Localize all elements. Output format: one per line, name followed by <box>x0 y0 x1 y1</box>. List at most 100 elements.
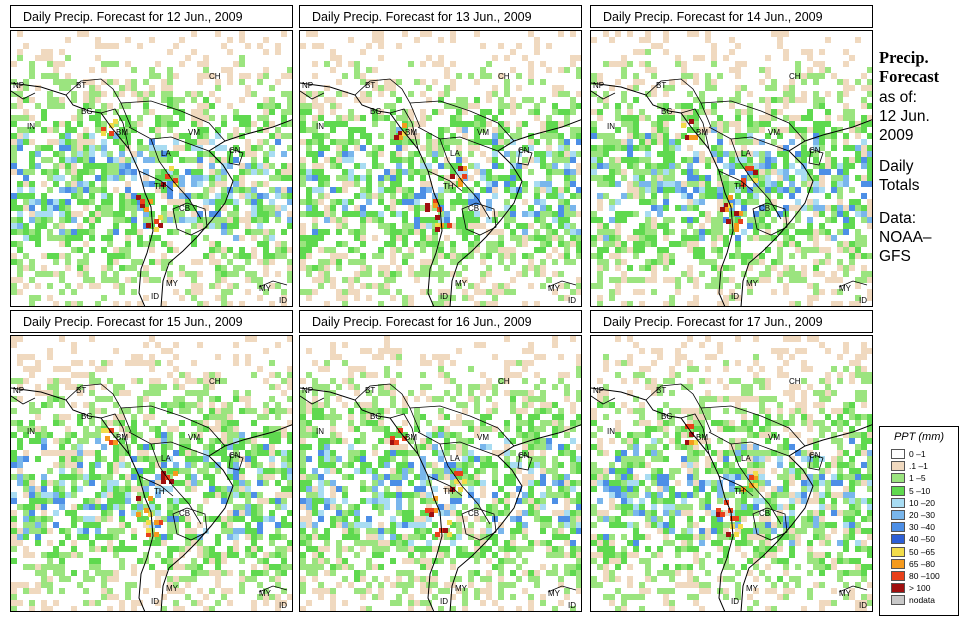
precip-cell <box>552 91 558 97</box>
precip-cell <box>378 253 384 259</box>
precip-cell <box>492 151 498 157</box>
precip-cell <box>414 408 420 414</box>
precip-cell <box>173 289 179 295</box>
precip-cell <box>552 426 558 432</box>
precip-cell <box>366 217 372 223</box>
precip-cell <box>819 121 825 127</box>
precip-cell <box>498 163 504 169</box>
precip-cell <box>173 522 179 528</box>
precip-cell <box>366 295 372 301</box>
precip-cell <box>155 175 161 181</box>
precip-cell <box>597 223 603 229</box>
precip-cell <box>504 139 510 145</box>
precip-cell <box>765 115 771 121</box>
precip-cell <box>53 121 59 127</box>
precip-cell <box>366 139 372 145</box>
precip-cell <box>723 241 729 247</box>
precip-cell <box>257 504 263 510</box>
precip-cell <box>131 528 137 534</box>
precip-cell <box>245 552 251 558</box>
precip-cell <box>215 79 221 85</box>
precip-cell <box>591 157 597 163</box>
precip-cell <box>227 73 233 79</box>
precip-cell <box>11 558 17 564</box>
precip-cell <box>23 522 29 528</box>
precip-cell <box>83 372 89 378</box>
precip-cell <box>53 271 59 277</box>
precip-cell <box>777 271 783 277</box>
precip-cell <box>149 247 155 253</box>
precip-cell <box>396 115 402 121</box>
precip-cell <box>552 187 558 193</box>
precip-cell <box>287 480 292 486</box>
precip-cell <box>23 474 29 480</box>
precip-cell <box>209 570 215 576</box>
precip-cell <box>233 145 239 151</box>
precip-cell <box>741 139 747 145</box>
precip-cell <box>693 175 699 181</box>
precip-cell <box>687 241 693 247</box>
precip-cell <box>639 157 645 163</box>
precip-cell <box>173 450 179 456</box>
precip-cell <box>47 402 53 408</box>
precip-cell <box>348 277 354 283</box>
precip-cell <box>663 199 669 205</box>
precip-cell <box>558 193 564 199</box>
precip-cell <box>65 79 71 85</box>
precip-cell <box>342 169 348 175</box>
precip-cell <box>384 390 390 396</box>
precip-cell <box>717 181 723 187</box>
precip-cell <box>522 223 528 229</box>
precip-cell <box>462 133 468 139</box>
precip-cell <box>360 127 366 133</box>
precip-cell <box>711 277 717 283</box>
precip-cell-heavy <box>136 512 141 517</box>
precip-cell <box>35 438 41 444</box>
precip-cell <box>408 390 414 396</box>
precip-cell <box>203 420 209 426</box>
precip-cell <box>771 157 777 163</box>
precip-cell <box>354 67 360 73</box>
precip-cell <box>663 205 669 211</box>
precip-cell <box>167 97 173 103</box>
precip-cell <box>729 295 735 301</box>
precip-cell <box>336 121 342 127</box>
precip-cell <box>312 169 318 175</box>
precip-cell <box>203 558 209 564</box>
precip-cell <box>155 486 161 492</box>
precip-cell <box>378 283 384 289</box>
precip-cell <box>663 121 669 127</box>
precip-cell <box>444 175 450 181</box>
precip-cell <box>402 211 408 217</box>
precip-cell <box>597 157 603 163</box>
precip-cell <box>516 163 522 169</box>
precip-cell-heavy <box>173 471 178 476</box>
precip-cell <box>486 199 492 205</box>
precip-cell <box>426 139 432 145</box>
precip-cell <box>627 151 633 157</box>
precip-cell <box>281 301 287 306</box>
precip-cell <box>143 420 149 426</box>
precip-cell <box>516 223 522 229</box>
precip-cell <box>516 43 522 49</box>
precip-cell <box>324 366 330 372</box>
precip-cell <box>576 187 581 193</box>
precip-cell <box>149 354 155 360</box>
precip-cell <box>233 462 239 468</box>
precip-cell <box>95 546 101 552</box>
precip-cell <box>35 235 41 241</box>
precip-cell <box>71 546 77 552</box>
precip-cell <box>330 205 336 211</box>
precip-cell <box>41 492 47 498</box>
precip-cell <box>711 223 717 229</box>
precip-cell <box>378 271 384 277</box>
country-border <box>128 126 210 152</box>
precip-cell <box>35 504 41 510</box>
precip-cell <box>855 277 861 283</box>
precip-cell <box>615 229 621 235</box>
precip-cell <box>603 61 609 67</box>
precip-cell <box>711 229 717 235</box>
precip-cell <box>269 384 275 390</box>
precip-cell <box>783 145 789 151</box>
precip-cell <box>384 277 390 283</box>
